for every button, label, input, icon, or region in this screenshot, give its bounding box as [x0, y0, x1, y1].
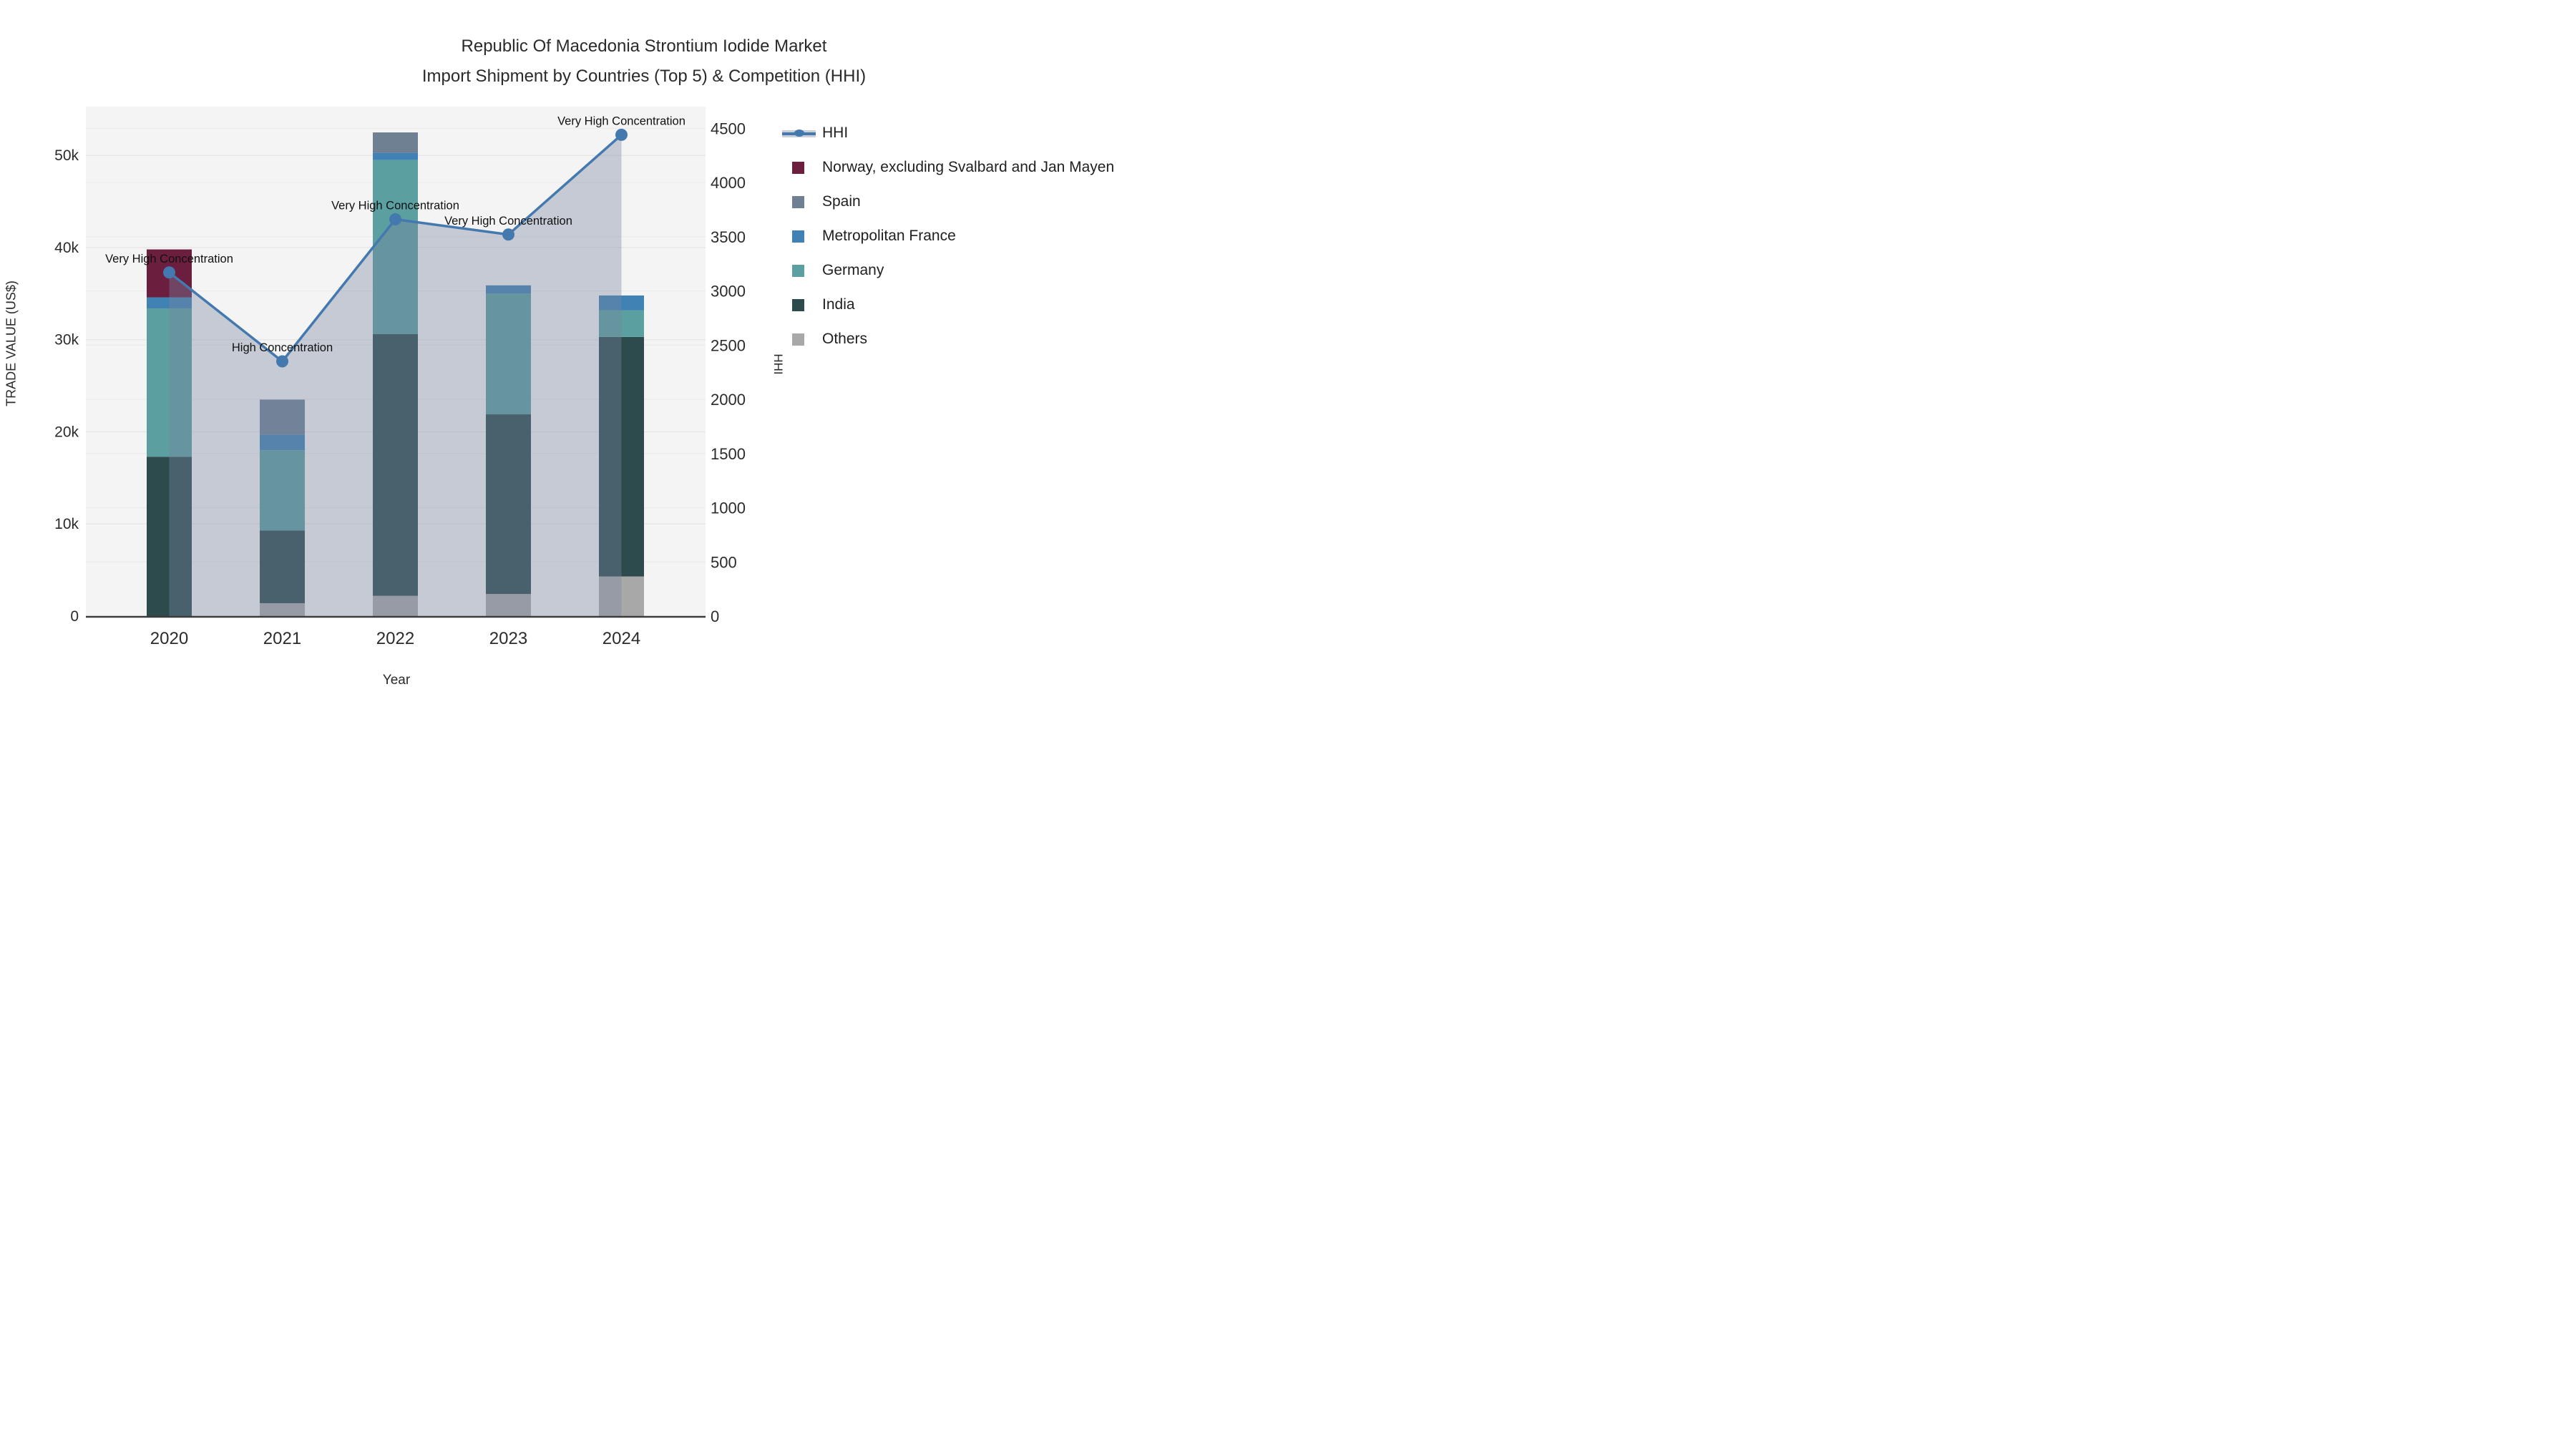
legend-item-hhi[interactable]: HHI [782, 116, 1114, 150]
bar-segment [260, 450, 305, 531]
legend-item-spain[interactable]: Spain [782, 185, 1114, 219]
series-swatch-icon [792, 298, 804, 311]
legend-label: HHI [822, 125, 849, 141]
y-left-tick-label: 20k [54, 424, 79, 440]
legend-swatch [782, 127, 822, 140]
y-right-tick-label: 2500 [711, 336, 746, 354]
x-tick-label: 2023 [489, 629, 527, 648]
legend-swatch [782, 195, 822, 208]
concentration-annotation: Very High Concentration [444, 215, 572, 228]
series-swatch-icon [792, 195, 804, 208]
hhi-marker [276, 355, 288, 368]
legend-swatch [782, 264, 822, 277]
bar-segment [260, 399, 305, 435]
bar-segment [373, 160, 418, 335]
y-right-tick-label: 3000 [711, 283, 746, 301]
hhi-marker [502, 228, 514, 241]
legend-item-norway-excluding-svalbard-and-jan-mayen[interactable]: Norway, excluding Svalbard and Jan Mayen [782, 150, 1114, 185]
chart-title-line2: Import Shipment by Countries (Top 5) & C… [421, 67, 867, 86]
y-left-tick-label: 10k [54, 516, 79, 532]
chart-title-line1: Republic Of Macedonia Strontium Iodide M… [461, 36, 827, 56]
figure: Very High Concentration High Concentratio… [0, 0, 1288, 725]
concentration-annotation: Very High Concentration [557, 114, 686, 127]
bar-segment [373, 595, 418, 616]
bar-segment [486, 594, 531, 616]
concentration-annotation: High Concentration [232, 341, 333, 354]
bar-segment [486, 414, 531, 595]
bar-segment [147, 457, 192, 616]
legend-label: Metropolitan France [822, 228, 956, 244]
bar-segment [147, 297, 192, 308]
y-left-tick-label: 30k [54, 332, 79, 348]
legend-label: Germany [822, 262, 884, 278]
legend-swatch [782, 161, 822, 174]
hhi-marker [389, 213, 401, 226]
bar-segment [599, 310, 644, 337]
legend-item-india[interactable]: India [782, 288, 1114, 322]
bar-segment [486, 285, 531, 294]
bar-segment [373, 334, 418, 596]
series-swatch-icon [792, 161, 804, 174]
y-right-tick-label: 2000 [711, 391, 746, 409]
bar-segment [599, 295, 644, 311]
legend-swatch [782, 230, 822, 243]
series-swatch-icon [792, 264, 804, 277]
legend-item-germany[interactable]: Germany [782, 253, 1114, 288]
x-axis-title: Year [382, 673, 411, 688]
y-right-tick-label: 1000 [711, 499, 746, 517]
legend-label: Spain [822, 193, 861, 210]
bar-segment [599, 576, 644, 616]
legend-label: Norway, excluding Svalbard and Jan Mayen [822, 159, 1115, 175]
concentration-annotation: Very High Concentration [331, 200, 459, 213]
y-right-tick-label: 1500 [711, 445, 746, 463]
stacked-bar-hhi-chart: Very High Concentration High Concentratio… [54, 107, 746, 648]
y-left-tick-label: 50k [54, 147, 79, 164]
bar-segment [260, 434, 305, 451]
legend-item-others[interactable]: Others [782, 322, 1114, 356]
legend-item-metropolitan-france[interactable]: Metropolitan France [782, 219, 1114, 253]
concentration-annotation: Very High Concentration [105, 253, 233, 265]
legend: HHI Norway, excluding Svalbard and Jan Ma… [782, 116, 1114, 356]
bar-segment [599, 336, 644, 577]
bar-segment [147, 308, 192, 457]
y-axis-title: TRADE VALUE (US$) [4, 280, 19, 406]
y-right-tick-label: 4500 [711, 119, 746, 137]
legend-swatch [782, 333, 822, 346]
hhi-area-fill [169, 135, 622, 617]
hhi-marker [163, 266, 175, 279]
x-tick-label: 2020 [150, 629, 188, 648]
x-tick-label: 2024 [602, 629, 640, 648]
chart-title: Republic Of Macedonia Strontium Iodide M… [0, 31, 1288, 92]
right-axis-title: HHI [771, 353, 785, 375]
x-tick-label: 2022 [376, 629, 414, 648]
bar-segment [486, 293, 531, 415]
y-right-tick-label: 0 [711, 608, 719, 625]
legend-label: India [822, 296, 855, 313]
series-swatch-icon [792, 230, 804, 243]
y-right-tick-label: 3500 [711, 228, 746, 246]
y-left-tick-label: 40k [54, 240, 79, 256]
bar-segment [373, 152, 418, 160]
bar-segment [373, 132, 418, 153]
bar-segment [260, 602, 305, 616]
x-tick-label: 2021 [263, 629, 301, 648]
series-swatch-icon [792, 333, 804, 346]
y-left-tick-label: 0 [70, 608, 79, 625]
hhi-line-icon [782, 127, 816, 140]
y-right-tick-label: 4000 [711, 174, 746, 192]
y-right-tick-label: 500 [711, 553, 737, 571]
legend-swatch [782, 298, 822, 311]
hhi-marker [615, 128, 628, 141]
legend-label: Others [822, 331, 868, 347]
bar-segment [260, 530, 305, 603]
